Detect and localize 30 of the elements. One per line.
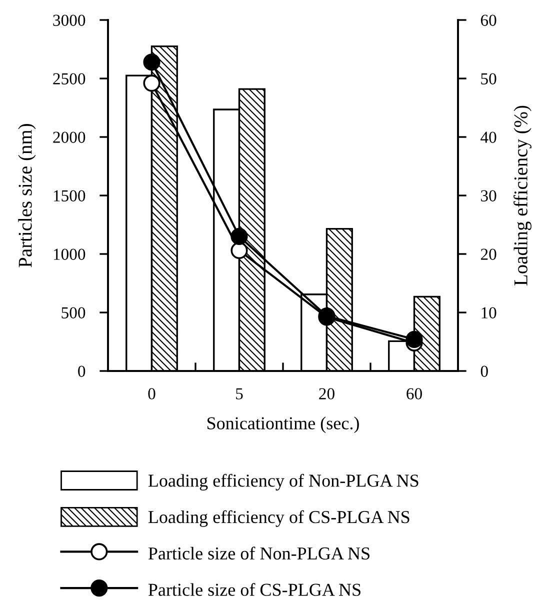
point [406,330,423,348]
y-tick-label: 1000 [54,248,86,260]
point [143,74,160,92]
y2-tick-label: 20 [480,248,496,260]
point [143,54,160,71]
x-axis-title: Sonicationtime (sec.) [207,416,359,434]
legend-label: Loading efficiency of Non-PLGA NS [148,474,418,490]
y-axis-title: Particles size (nm) [18,124,36,268]
x-tick-label: 0 [148,388,156,400]
y2-tick-label: 30 [481,190,496,202]
point [230,242,248,260]
legend-label: Particle size of CS-PLGA NS [148,583,360,596]
legend-label: Loading efficiency of CS-PLGA NS [148,510,410,527]
y2-tick-label: 50 [481,73,496,84]
y-tick-label: 0 [78,366,86,377]
x-tick-label: 20 [319,388,334,400]
y-tick-label: 500 [62,307,86,318]
y-tick-label: 3000 [53,14,86,26]
y-tick-label: 2000 [53,132,86,143]
y2-tick-label: 60 [480,14,496,26]
y2-tick-label: 0 [480,366,488,377]
y-tick-label: 1500 [54,190,86,202]
y2-tick-label: 40 [480,132,496,143]
point [230,228,248,245]
x-tick-label: 5 [236,388,243,400]
y2-tick-label: 10 [482,307,496,318]
x-tick-label: 60 [406,388,422,400]
legend-label: Particle size of Non-PLGA NS [148,546,370,560]
y-tick-label: 2500 [53,73,86,84]
y2-axis-title: Loading efficiency (%) [514,106,532,286]
